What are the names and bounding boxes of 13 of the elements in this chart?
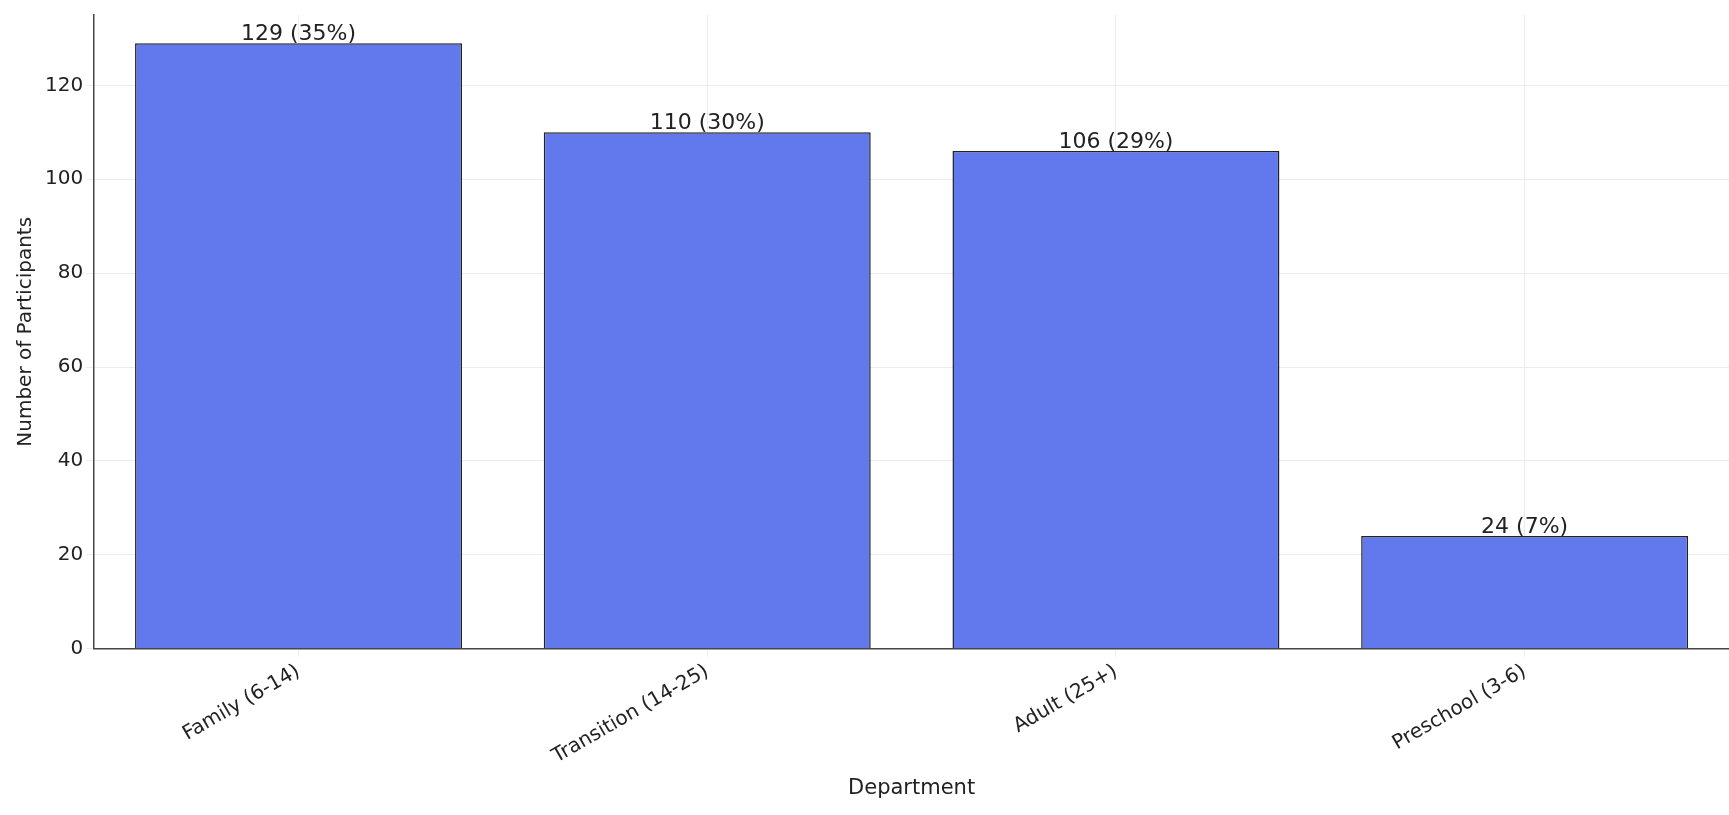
- y-tick-label: 0: [70, 634, 84, 659]
- data-label: 110 (30%): [649, 109, 765, 135]
- y-tick-label: 40: [57, 447, 84, 472]
- data-label: 129 (35%): [241, 19, 357, 45]
- y-tick-label: 60: [57, 353, 84, 378]
- y-tick-label: 80: [57, 259, 84, 284]
- y-tick-label: 120: [44, 71, 84, 96]
- y-axis-title: Number of Participants: [12, 216, 37, 447]
- x-axis-title: Department: [848, 774, 976, 799]
- y-tick-label: 100: [44, 165, 84, 190]
- data-label: 24 (7%): [1481, 512, 1569, 538]
- data-label: 106 (29%): [1058, 127, 1174, 153]
- y-tick-label: 20: [57, 540, 84, 565]
